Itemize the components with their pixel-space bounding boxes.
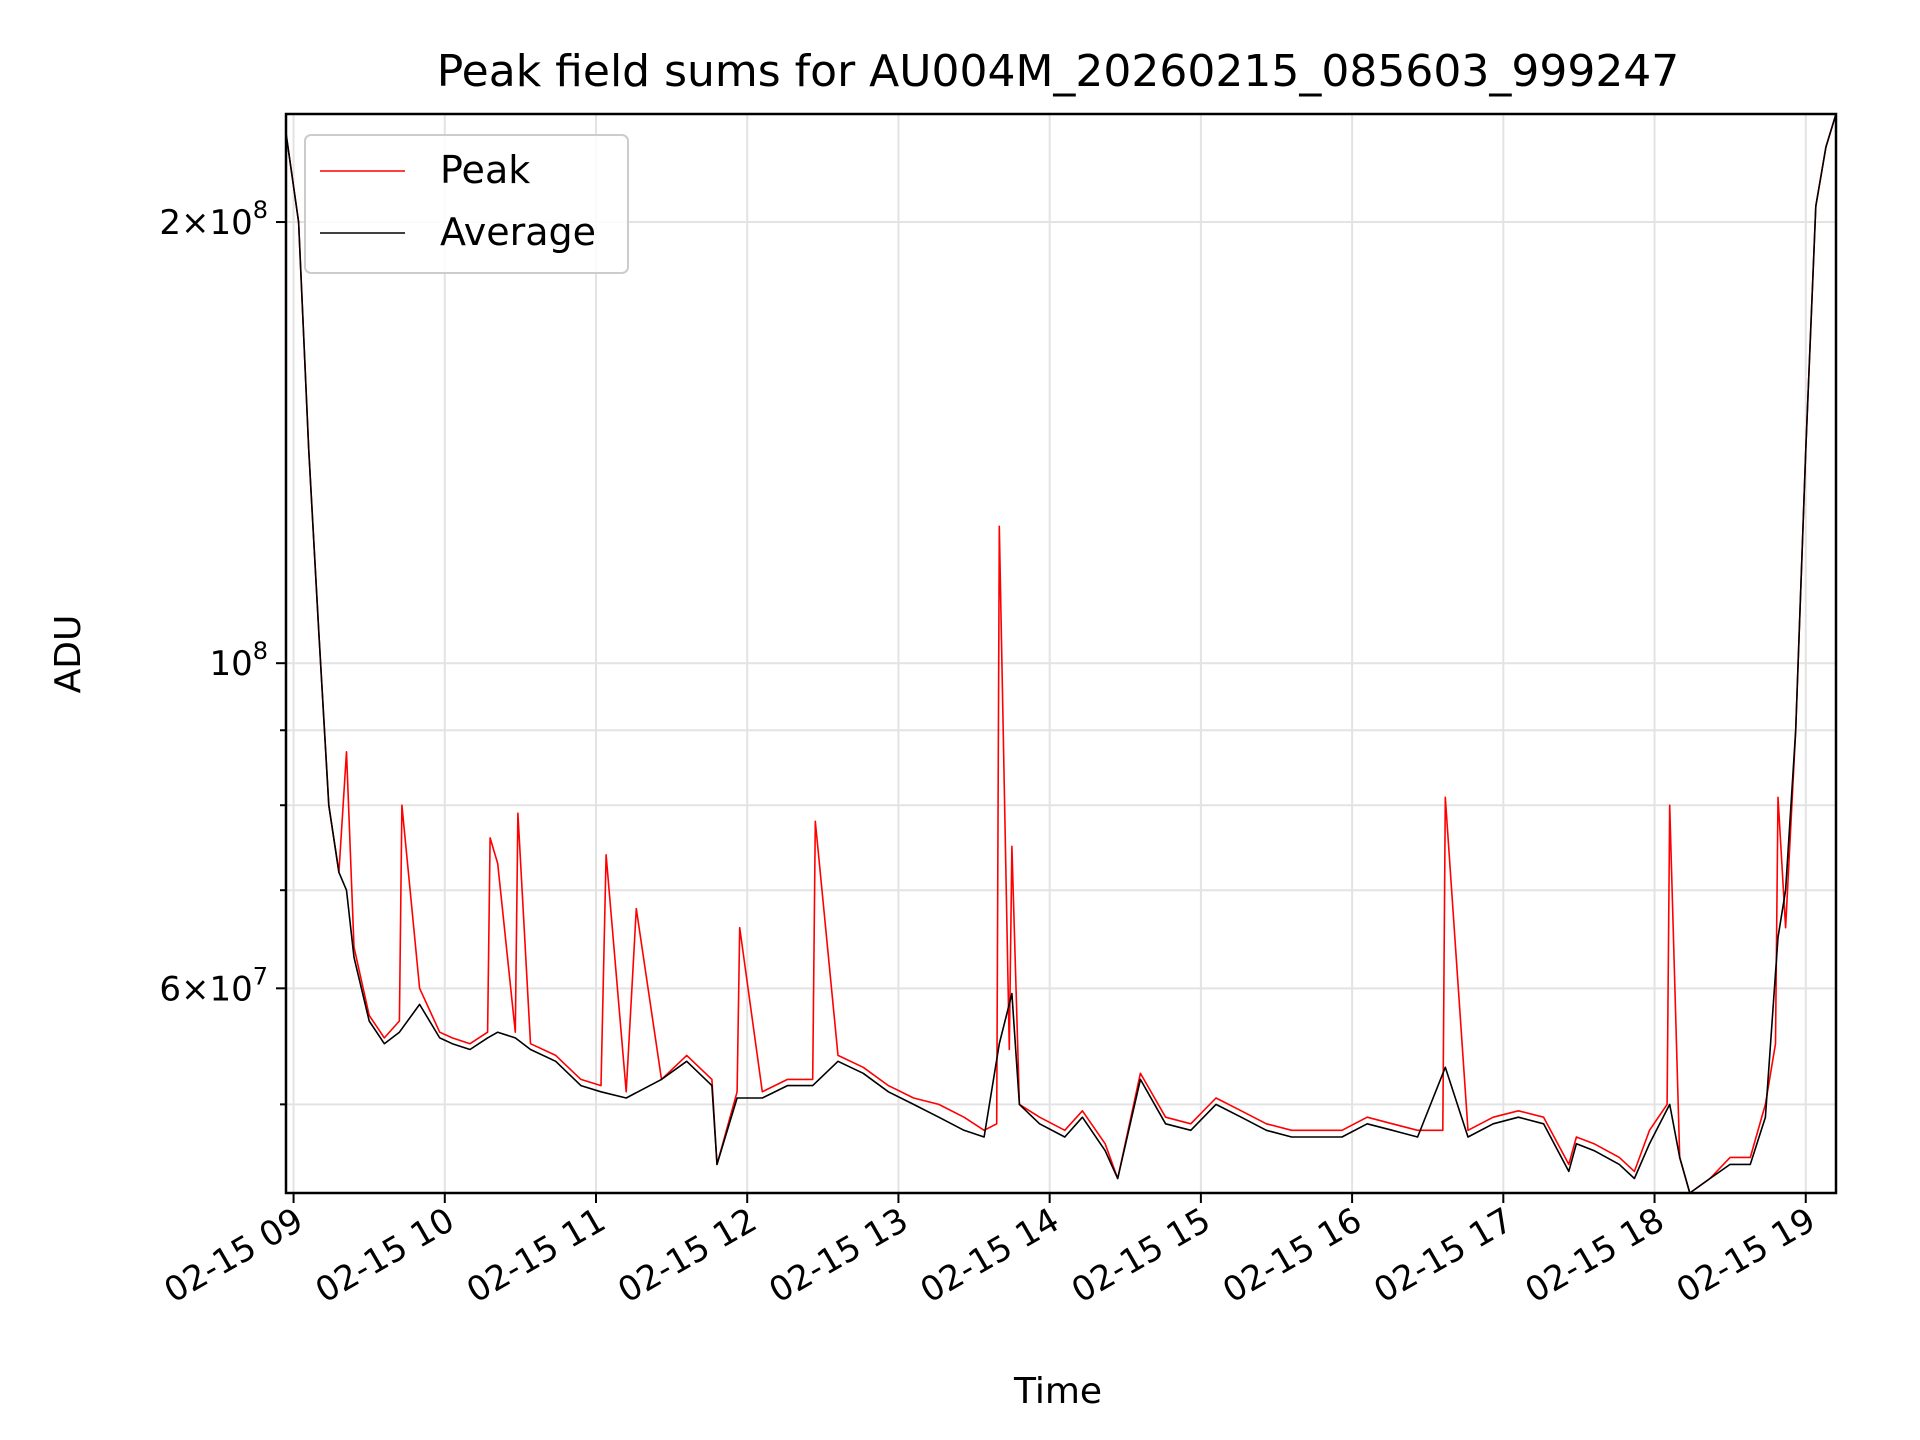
x-tick-label: 02-15 17 xyxy=(1367,1200,1519,1311)
x-tick-label: 02-15 13 xyxy=(763,1200,915,1311)
legend-label-average: Average xyxy=(440,210,596,254)
chart-title: Peak field sums for AU004M_20260215_0856… xyxy=(437,46,1680,97)
series-line-peak xyxy=(285,113,1837,1194)
x-tick-label: 02-15 09 xyxy=(158,1200,310,1311)
series-lines xyxy=(285,113,1837,1194)
y-tick-label: 6×107 xyxy=(159,962,268,1009)
x-axis-label: Time xyxy=(1013,1371,1102,1412)
series-line-average xyxy=(285,113,1837,1194)
x-tick-label: 02-15 11 xyxy=(460,1200,612,1311)
grid xyxy=(286,114,1836,1193)
y-axis-label: ADU xyxy=(48,615,89,694)
x-tick-label: 02-15 10 xyxy=(309,1200,461,1311)
y-tick-label: 2×108 xyxy=(159,196,268,243)
x-tick-label: 02-15 12 xyxy=(611,1200,763,1311)
y-axis-ticks: 6×107 108 2×108 xyxy=(159,196,286,1106)
legend-label-peak: Peak xyxy=(440,148,530,192)
x-tick-label: 02-15 14 xyxy=(914,1200,1066,1311)
x-tick-label: 02-15 19 xyxy=(1670,1200,1822,1311)
legend-box xyxy=(304,134,629,274)
x-tick-label: 02-15 16 xyxy=(1216,1200,1368,1311)
plot-frame xyxy=(284,112,1838,1195)
x-tick-label: 02-15 18 xyxy=(1519,1200,1671,1311)
y-tick-label: 108 xyxy=(209,637,268,684)
x-tick-label: 02-15 15 xyxy=(1065,1200,1217,1311)
legend: Peak Average xyxy=(304,134,629,274)
